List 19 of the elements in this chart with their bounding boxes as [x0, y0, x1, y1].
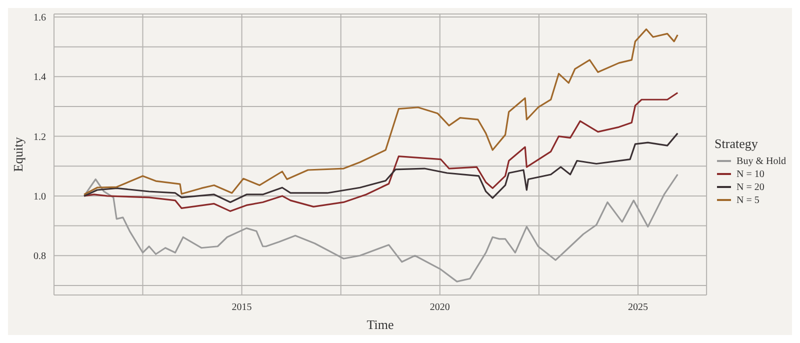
y-tick-label: 1.4	[34, 72, 46, 84]
x-tick-label: 2020	[430, 302, 450, 314]
line-series	[83, 28, 678, 196]
legend-label: N = 10	[736, 168, 764, 180]
y-tick-label: 0.8	[34, 251, 46, 262]
line-series	[83, 132, 678, 204]
y-tick-label: 1.0	[34, 192, 46, 203]
x-axis-title: Time	[366, 317, 394, 332]
x-tick-label: 2015	[232, 302, 252, 314]
y-tick-label: 1.6	[34, 12, 46, 24]
legend-label: N = 5	[736, 194, 760, 206]
legend-title: Strategy	[714, 136, 759, 152]
legend-label: N = 20	[736, 182, 764, 192]
line-series	[83, 174, 678, 282]
legend-label: Buy & Hold	[736, 156, 786, 166]
line-series	[83, 92, 678, 212]
y-axis-title: Equity	[10, 136, 26, 172]
y-tick-label: 1.2	[34, 132, 46, 143]
x-tick-label: 2025	[628, 302, 648, 314]
